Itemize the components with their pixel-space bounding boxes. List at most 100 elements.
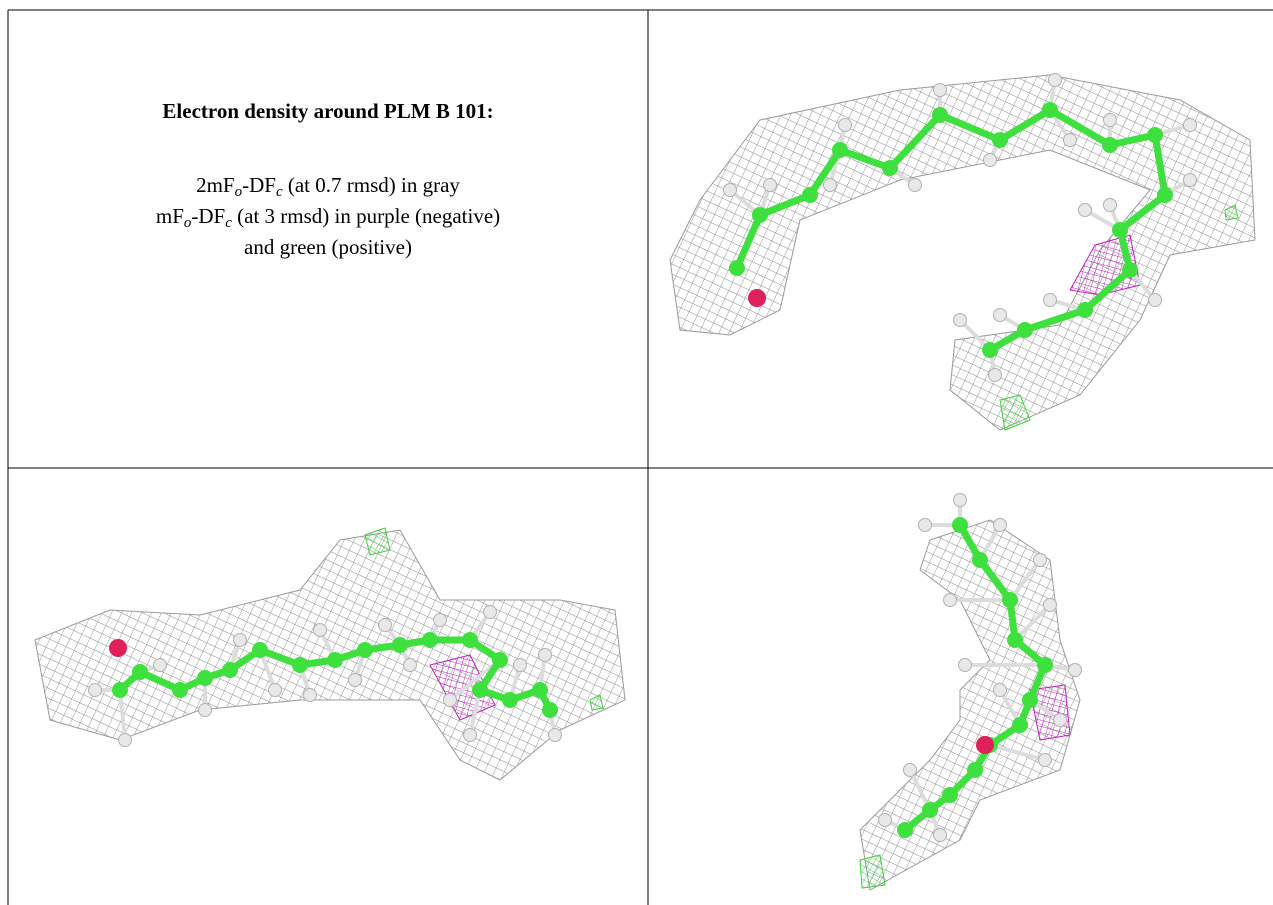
hydrogen-atom [764, 179, 777, 192]
carbon-atom [1147, 127, 1163, 143]
carbon-atom [972, 552, 988, 568]
hydrogen-atom [404, 659, 417, 672]
carbon-atom [492, 652, 508, 668]
carbon-atom [252, 642, 268, 658]
hydrogen-atom [1054, 714, 1067, 727]
oxygen-atom [976, 736, 994, 754]
carbon-atom [882, 160, 898, 176]
hydrogen-atom [824, 179, 837, 192]
caption-title: Electron density around PLM B 101: [9, 99, 647, 124]
subscript: c [276, 184, 283, 200]
subscript: o [235, 184, 243, 200]
hydrogen-atom [1064, 134, 1077, 147]
carbon-atom [1012, 717, 1028, 733]
text-run: (at 3 rmsd) in purple (negative) [232, 204, 500, 228]
hydrogen-atom [1104, 199, 1117, 212]
carbon-atom [1077, 302, 1093, 318]
carbon-atom [1112, 222, 1128, 238]
carbon-atom [729, 260, 745, 276]
text-run: -DF [191, 204, 225, 228]
text-run: -DF [242, 173, 276, 197]
carbon-atom [172, 682, 188, 698]
carbon-atom [327, 652, 343, 668]
hydrogen-atom [1184, 119, 1197, 132]
carbon-atom [422, 632, 438, 648]
hydrogen-atom [464, 729, 477, 742]
hydrogen-atom [89, 684, 102, 697]
hydrogen-atom [934, 84, 947, 97]
text-run: 2mF [196, 173, 235, 197]
hydrogen-atom [434, 614, 447, 627]
hydrogen-atom [1079, 204, 1092, 217]
carbon-atom [1122, 262, 1138, 278]
carbon-atom [1022, 692, 1038, 708]
carbon-atom [967, 762, 983, 778]
carbon-atom [832, 142, 848, 158]
hydrogen-atom [379, 619, 392, 632]
caption-line: mFo-DFc (at 3 rmsd) in purple (negative) [9, 201, 647, 232]
carbon-atom [222, 662, 238, 678]
carbon-atom [112, 682, 128, 698]
hydrogen-atom [994, 684, 1007, 697]
hydrogen-atom [484, 606, 497, 619]
carbon-atom [1157, 187, 1173, 203]
carbon-atom [532, 682, 548, 698]
carbon-atom [357, 642, 373, 658]
carbon-atom [942, 787, 958, 803]
hydrogen-atom [954, 314, 967, 327]
hydrogen-atom [954, 494, 967, 507]
carbon-atom [1102, 137, 1118, 153]
oxygen-atom [109, 639, 127, 657]
hydrogen-atom [314, 624, 327, 637]
hydrogen-atom [444, 694, 457, 707]
carbon-atom [462, 632, 478, 648]
carbon-atom [132, 664, 148, 680]
subscript: c [225, 215, 232, 231]
text-run: mF [156, 204, 184, 228]
hydrogen-atom [994, 519, 1007, 532]
hydrogen-atom [959, 659, 972, 672]
hydrogen-atom [154, 659, 167, 672]
hydrogen-atom [304, 689, 317, 702]
carbon-atom [932, 107, 948, 123]
hydrogen-atom [989, 369, 1002, 382]
caption-line: and green (positive) [9, 232, 647, 263]
hydrogen-atom [1034, 554, 1047, 567]
carbon-atom [197, 670, 213, 686]
carbon-atom [392, 637, 408, 653]
hydrogen-atom [944, 594, 957, 607]
carbon-atom [802, 187, 818, 203]
carbon-atom [922, 802, 938, 818]
carbon-atom [1037, 657, 1053, 673]
carbon-atom [1002, 592, 1018, 608]
carbon-atom [1017, 322, 1033, 338]
hydrogen-atom [1069, 664, 1082, 677]
positive-density [860, 855, 885, 888]
hydrogen-atom [349, 674, 362, 687]
text-run: and green (positive) [244, 235, 412, 259]
hydrogen-atom [1149, 294, 1162, 307]
page: Electron density around PLM B 101: 2mFo-… [0, 0, 1273, 905]
hydrogen-atom [839, 119, 852, 132]
hydrogen-atom [984, 154, 997, 167]
hydrogen-atom [234, 634, 247, 647]
hydrogen-atom [539, 649, 552, 662]
carbon-atom [502, 692, 518, 708]
caption: Electron density around PLM B 101: 2mFo-… [9, 11, 647, 263]
hydrogen-atom [909, 179, 922, 192]
hydrogen-atom [1184, 174, 1197, 187]
caption-line: 2mFo-DFc (at 0.7 rmsd) in gray [9, 170, 647, 201]
carbon-atom [897, 822, 913, 838]
carbon-atom [952, 517, 968, 533]
carbon-atom [472, 682, 488, 698]
hydrogen-atom [1049, 74, 1062, 87]
hydrogen-atom [934, 829, 947, 842]
hydrogen-atom [119, 734, 132, 747]
carbon-atom [1007, 632, 1023, 648]
density-mesh [670, 75, 1255, 430]
text-run: (at 0.7 rmsd) in gray [283, 173, 460, 197]
hydrogen-atom [879, 814, 892, 827]
hydrogen-atom [1039, 754, 1052, 767]
hydrogen-atom [1044, 599, 1057, 612]
positive-density [365, 528, 390, 555]
